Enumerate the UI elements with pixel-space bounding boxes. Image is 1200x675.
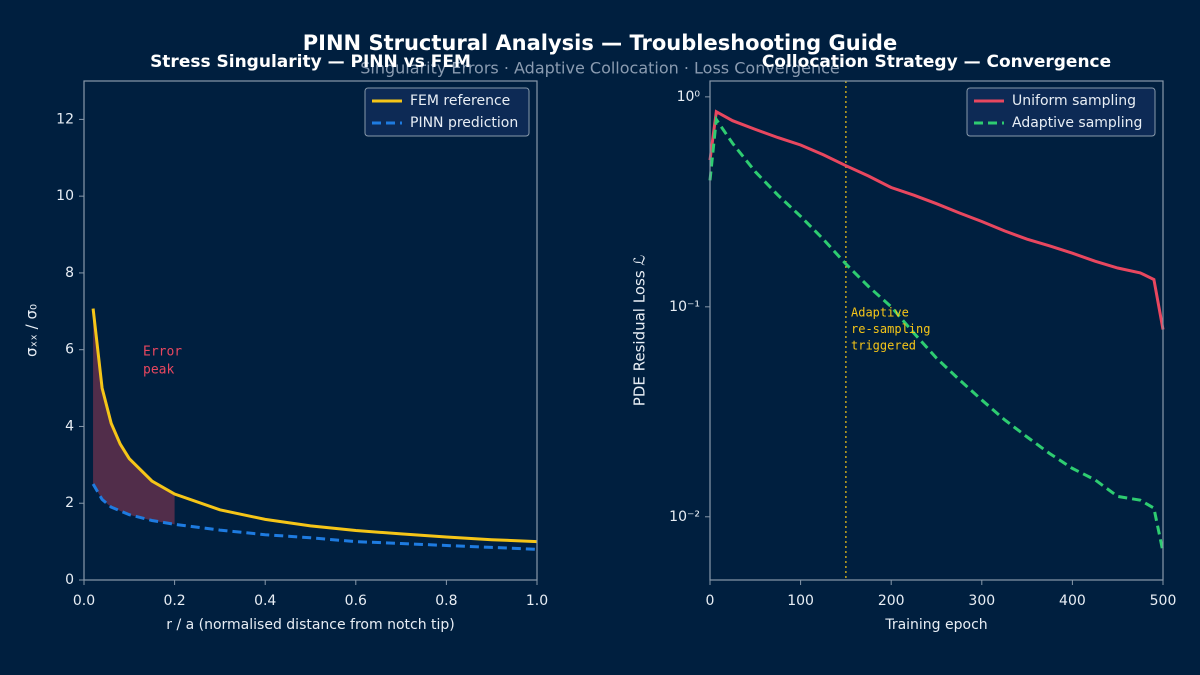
series-line <box>708 115 1165 553</box>
axes-frame <box>709 80 1164 581</box>
chart-title: Stress Singularity — PINN vs FEM <box>150 52 471 72</box>
x-tick-label: 0 <box>706 593 715 609</box>
annotation: peak <box>143 363 174 378</box>
x-tick-label: 0.4 <box>254 593 276 609</box>
y-tick-label: 6 <box>65 342 74 358</box>
annotation: triggered <box>851 339 916 353</box>
x-tick-label: 500 <box>1150 593 1177 609</box>
series-line <box>91 308 538 544</box>
annotation: re-sampling <box>851 322 930 336</box>
x-tick-label: 100 <box>787 593 814 609</box>
annotation: Error <box>143 345 182 360</box>
y-tick-label: 10⁻¹ <box>669 299 700 315</box>
x-tick-label: 400 <box>1059 593 1086 609</box>
y-tick-label: 10 <box>56 188 74 204</box>
y-tick-label: 10⁰ <box>677 89 701 105</box>
x-axis-label: Training epoch <box>884 617 987 633</box>
annotation: Adaptive <box>851 306 909 320</box>
x-tick-label: 0.6 <box>345 593 367 609</box>
y-tick-label: 12 <box>56 111 74 127</box>
legend-label: Uniform sampling <box>1012 93 1136 109</box>
y-tick-label: 2 <box>65 495 74 511</box>
plot-area <box>710 81 1163 580</box>
x-axis-label: r / a (normalised distance from notch ti… <box>166 617 455 633</box>
x-tick-label: 0.0 <box>73 593 95 609</box>
y-axis-label: σₓₓ / σ₀ <box>23 304 41 357</box>
legend-label: PINN prediction <box>410 115 518 131</box>
y-tick-label: 0 <box>65 572 74 588</box>
axes-frame <box>83 80 538 581</box>
figure-subtitle: Singularity Errors · Adaptive Collocatio… <box>360 59 839 78</box>
legend-label: FEM reference <box>410 93 510 109</box>
error-region <box>93 308 175 525</box>
y-axis-label: PDE Residual Loss ℒ <box>631 255 649 406</box>
x-tick-label: 300 <box>968 593 995 609</box>
y-tick-label: 8 <box>65 265 74 281</box>
x-tick-label: 1.0 <box>526 593 548 609</box>
figure-title: PINN Structural Analysis — Troubleshooti… <box>303 31 897 55</box>
series-line <box>91 483 538 551</box>
series-line <box>708 109 1165 330</box>
y-tick-label: 4 <box>65 418 74 434</box>
x-tick-label: 0.8 <box>435 593 457 609</box>
x-tick-label: 0.2 <box>163 593 185 609</box>
legend-box <box>364 87 530 137</box>
plot-area <box>84 81 537 580</box>
y-tick-label: 10⁻² <box>669 509 700 525</box>
chart-title: Collocation Strategy — Convergence <box>762 52 1111 72</box>
legend-label: Adaptive sampling <box>1012 115 1142 131</box>
x-tick-label: 200 <box>878 593 905 609</box>
legend-box <box>966 87 1156 137</box>
